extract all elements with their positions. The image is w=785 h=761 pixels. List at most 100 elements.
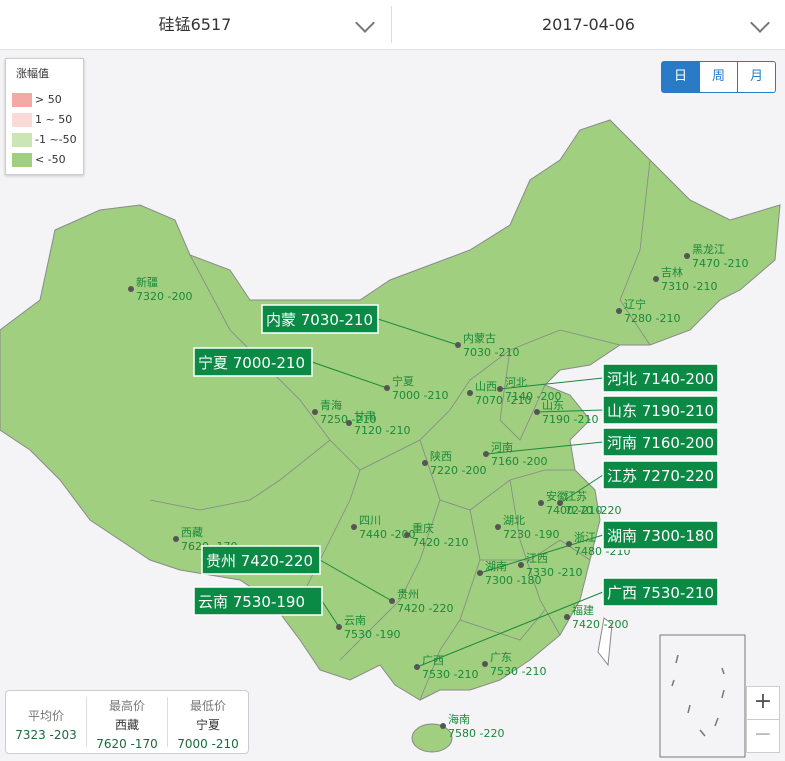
date: 2017-04-06 xyxy=(542,15,635,34)
province-value: 7230 -190 xyxy=(503,528,559,541)
callout-line xyxy=(311,361,388,389)
province-dot xyxy=(616,308,622,314)
callout-box xyxy=(193,586,323,616)
callout-line xyxy=(499,377,604,390)
province-name: 河北 xyxy=(505,376,527,389)
province-dot xyxy=(384,385,390,391)
province-dot xyxy=(557,500,563,506)
province-name: 吉林 xyxy=(661,265,683,279)
province-dot xyxy=(518,562,524,568)
legend-label: < -50 xyxy=(35,153,66,166)
callout-label: 内蒙 7030-210 xyxy=(266,311,373,329)
stats-panel: 平均价 7323 -203 最高价 西藏 7620 -170 最低价 宁夏 7000 -210 xyxy=(5,690,249,754)
header: 硅锰6517 2017-04-06 xyxy=(0,0,785,50)
province-name: 山西 xyxy=(475,380,497,393)
province-dot xyxy=(477,570,483,576)
callout-box xyxy=(602,363,719,393)
period-tab[interactable]: 日 xyxy=(661,61,700,93)
product: 硅锰6517 xyxy=(158,15,232,34)
province-name: 河南 xyxy=(491,441,513,454)
province-value: 7000 -210 xyxy=(392,389,448,402)
product-select[interactable]: 硅锰6517 xyxy=(0,0,390,49)
province-value: 7030 -210 xyxy=(463,346,519,359)
province-value: 7320 -200 xyxy=(136,290,192,303)
period-tab[interactable]: 月 xyxy=(737,61,776,93)
province-name: 湖北 xyxy=(503,514,525,527)
period-tab[interactable]: 周 xyxy=(699,61,738,93)
legend-title: 涨幅值 xyxy=(16,67,49,80)
stat-value: 7000 -210 xyxy=(177,737,239,751)
province-value: 7270 -220 xyxy=(565,504,621,517)
province-name: 重庆 xyxy=(412,521,434,535)
province-dot xyxy=(440,723,446,729)
stat-value: 7620 -170 xyxy=(96,737,158,751)
province-value: 7530 -190 xyxy=(344,628,400,641)
legend-swatch xyxy=(12,93,32,107)
province-name: 山东 xyxy=(542,399,564,412)
province-dot xyxy=(482,661,488,667)
province-name: 宁夏 xyxy=(392,374,414,388)
province-dot xyxy=(497,386,503,392)
callout-label: 河北 7140-200 xyxy=(607,370,714,388)
legend-item: 1 ~ 50 xyxy=(12,113,72,127)
province-value: 7220 -200 xyxy=(430,464,486,477)
province-dot xyxy=(312,409,318,415)
stat-value: 7323 -203 xyxy=(15,728,77,742)
province-dot xyxy=(414,664,420,670)
date-select[interactable]: 2017-04-06 xyxy=(392,0,785,49)
callout-box xyxy=(261,304,379,334)
taiwan-island xyxy=(597,617,613,667)
callout-line xyxy=(321,600,340,628)
province-value: 7420 -210 xyxy=(412,536,468,549)
province-name: 湖南 xyxy=(485,560,507,573)
province-dot xyxy=(534,409,540,415)
province-name: 甘肃 xyxy=(354,410,376,423)
province-value: 7420 -200 xyxy=(572,618,628,631)
callout-box xyxy=(602,460,719,490)
province-name: 陕西 xyxy=(430,449,452,463)
province-name: 云南 xyxy=(344,614,366,627)
callout-line xyxy=(536,409,604,413)
legend-swatch xyxy=(12,133,32,147)
province-value: 7470 -210 xyxy=(692,257,748,270)
province-name: 安徽 xyxy=(546,489,568,503)
callout-label: 山东 7190-210 xyxy=(607,402,714,420)
province-value: 7140 -200 xyxy=(505,390,561,403)
callout-line xyxy=(479,534,604,574)
province-dot xyxy=(404,532,410,538)
province-dot xyxy=(564,614,570,620)
province-name: 西藏 xyxy=(181,526,203,539)
callout-label: 湖南 7300-180 xyxy=(607,527,714,545)
stat-label: 最高价 xyxy=(108,699,145,713)
province-name: 黑龙江 xyxy=(692,243,725,256)
callout-box xyxy=(602,577,719,607)
province-value: 7250 -210 xyxy=(320,413,376,426)
province-name: 海南 xyxy=(448,712,470,726)
legend-label: > 50 xyxy=(35,93,62,106)
province-dot xyxy=(495,524,501,530)
zoom-in[interactable]: + xyxy=(746,686,780,720)
province-dot xyxy=(173,536,179,542)
stat: 最低价 宁夏 7000 -210 xyxy=(168,697,248,751)
province-name: 青海 xyxy=(320,398,342,412)
stat-label: 平均价 xyxy=(27,709,64,723)
callout-box xyxy=(602,395,719,425)
province-name: 江苏 xyxy=(565,490,587,503)
province-value: 7310 -210 xyxy=(661,280,717,293)
province-value: 7400 -210 xyxy=(546,504,602,517)
hainan-island xyxy=(411,723,453,753)
province-name: 江西 xyxy=(526,552,548,565)
callout-box xyxy=(602,427,719,457)
stat: 平均价 7323 -203 xyxy=(6,697,87,747)
province-value: 7420 -220 xyxy=(397,602,453,615)
province-dot xyxy=(467,390,473,396)
province-name: 广东 xyxy=(490,651,512,664)
province-name: 福建 xyxy=(572,603,594,617)
province-value: 7160 -200 xyxy=(491,455,547,468)
province-value: 7580 -220 xyxy=(448,727,504,740)
province-value: 7120 -210 xyxy=(354,424,410,437)
province-name: 广西 xyxy=(422,654,444,667)
callout-line xyxy=(485,441,604,455)
zoom-out[interactable]: − xyxy=(746,719,780,753)
